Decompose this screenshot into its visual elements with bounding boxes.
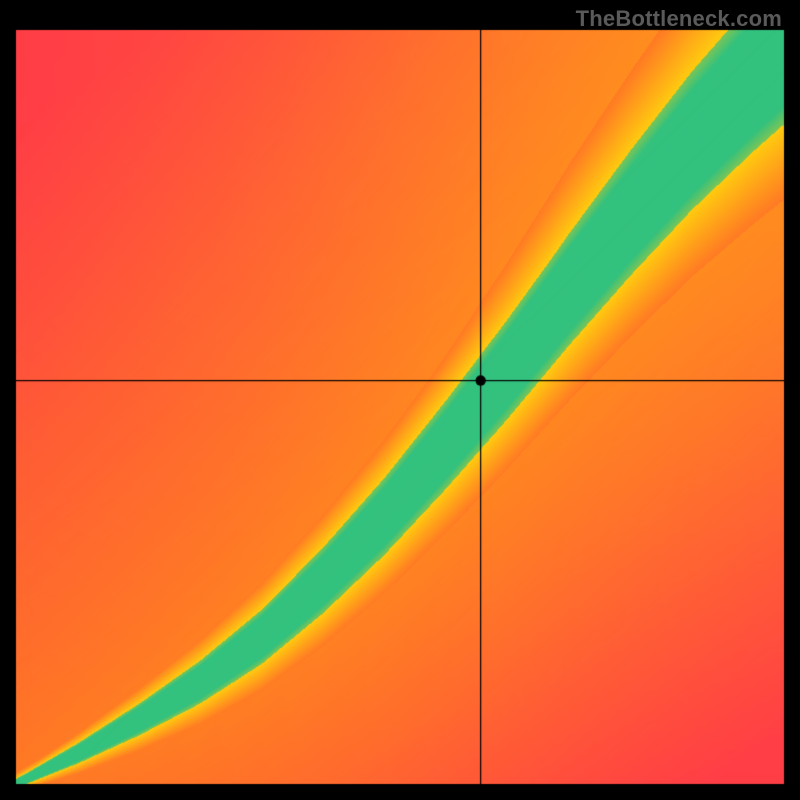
heatmap-chart <box>0 0 800 800</box>
chart-container: TheBottleneck.com <box>0 0 800 800</box>
watermark-label: TheBottleneck.com <box>576 6 782 32</box>
